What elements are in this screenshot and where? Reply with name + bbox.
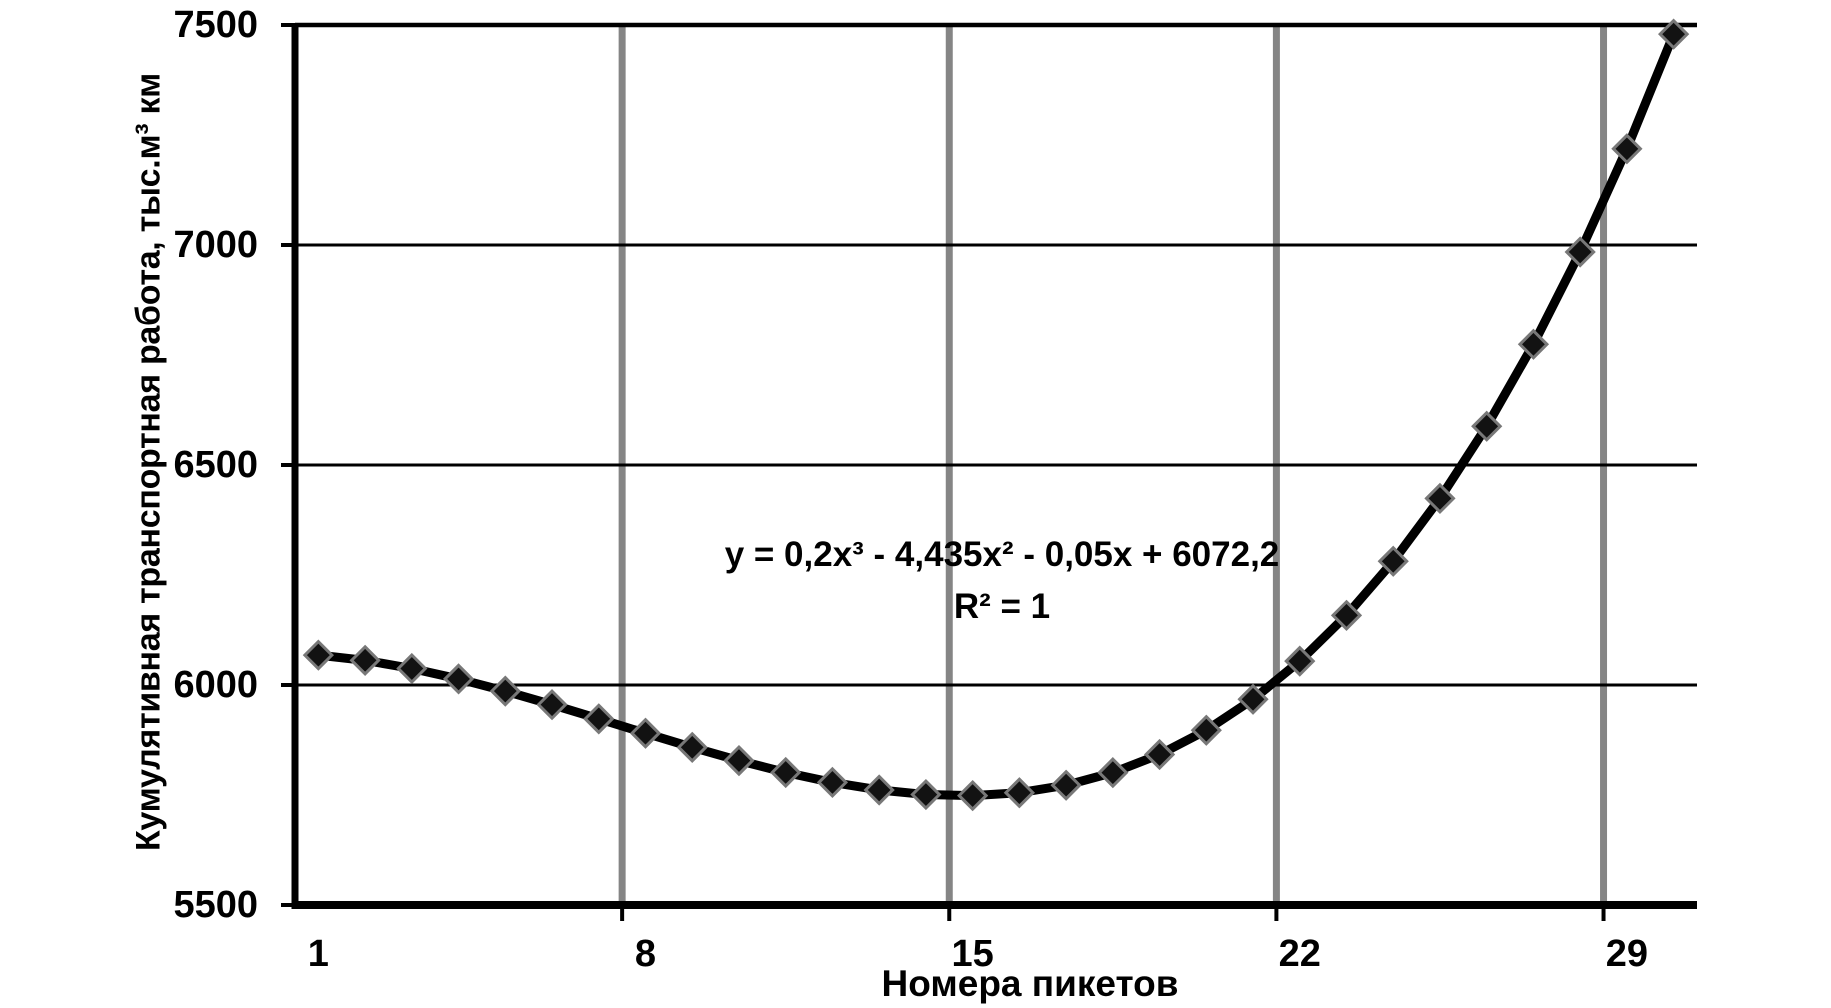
trendline-annotation: y = 0,2x³ - 4,435x² - 0,05x + 6072,2 R² … — [652, 529, 1352, 633]
x-tick-label: 22 — [1278, 933, 1321, 975]
data-point-marker — [1050, 769, 1082, 801]
data-point-marker — [1330, 599, 1363, 631]
y-tick-label: 6500 — [173, 444, 258, 486]
data-point-marker — [583, 703, 615, 735]
data-point-marker — [396, 652, 428, 685]
y-tick-label: 5500 — [173, 884, 258, 926]
data-point-marker — [1564, 236, 1596, 268]
data-point-marker — [1471, 410, 1503, 442]
data-point-marker — [676, 731, 708, 763]
x-axis-title: Номера пикетов — [881, 963, 1179, 1004]
data-point-marker — [910, 778, 942, 811]
data-point-marker — [816, 766, 849, 799]
data-point-marker — [863, 774, 895, 806]
data-point-marker — [1377, 545, 1409, 577]
data-point-marker — [1611, 133, 1643, 165]
data-point-marker — [536, 689, 568, 721]
data-point-marker — [723, 744, 755, 777]
x-tick-label: 29 — [1605, 933, 1649, 975]
x-tick-label: 15 — [951, 933, 994, 975]
data-point-marker — [1003, 777, 1035, 809]
series-line — [313, 29, 1679, 801]
y-tick-label: 6000 — [173, 664, 258, 706]
r-squared-label: R² = 1 — [953, 587, 1051, 626]
data-point-marker — [1424, 482, 1456, 515]
x-tick-label: 8 — [634, 933, 657, 975]
data-point-marker — [1284, 645, 1316, 677]
data-point-marker — [349, 644, 381, 676]
trendline-equation: y = 0,2x³ - 4,435x² - 0,05x + 6072,2 — [724, 535, 1280, 574]
data-point-marker — [1143, 738, 1176, 771]
y-tick-label: 7000 — [173, 224, 258, 266]
data-point-marker — [442, 663, 475, 695]
data-point-marker — [629, 717, 662, 749]
data-point-marker — [957, 779, 989, 812]
data-point-marker — [1237, 683, 1269, 715]
y-tick-label: 7500 — [173, 4, 258, 46]
data-point-marker — [1097, 757, 1129, 789]
data-point-marker — [770, 756, 802, 789]
data-point-marker — [1658, 18, 1690, 50]
data-point-marker — [489, 675, 521, 707]
data-point-marker — [302, 639, 334, 671]
data-point-marker — [1190, 714, 1222, 746]
x-tick-label: 1 — [307, 933, 329, 975]
data-point-marker — [1517, 328, 1550, 360]
